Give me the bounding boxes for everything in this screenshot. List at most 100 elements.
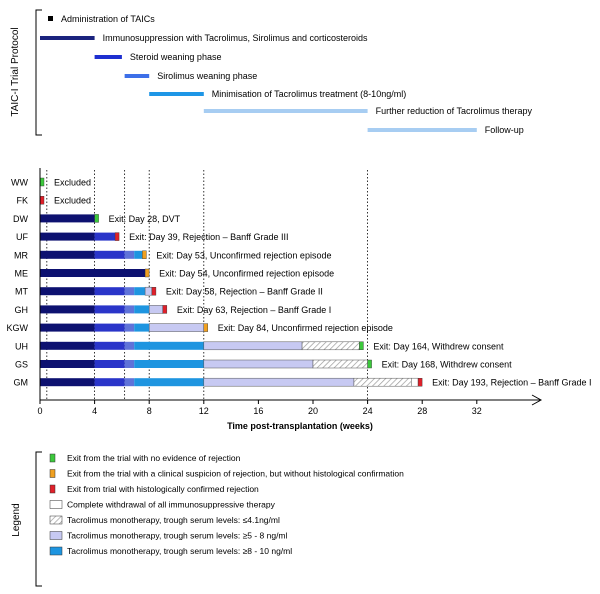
- patient-row: FK Excluded: [16, 196, 91, 206]
- protocol-phase-label: Sirolimus weaning phase: [157, 71, 257, 81]
- exit-marker: [94, 214, 99, 223]
- x-tick-label: 0: [37, 406, 42, 416]
- protocol-phase-bar: [94, 55, 122, 59]
- legend-label: Tacrolimus monotherapy, trough serum lev…: [67, 531, 288, 541]
- protocol-phase-bar: [203, 109, 368, 113]
- patient-id-label: GH: [15, 305, 29, 315]
- treatment-segment: [40, 214, 95, 223]
- treatment-segment: [148, 323, 205, 332]
- x-tick-label: 4: [92, 406, 97, 416]
- treatment-segment: [411, 377, 419, 387]
- treatment-segment: [124, 305, 135, 314]
- treatment-segment: [40, 360, 95, 368]
- x-tick-label: 20: [308, 406, 318, 416]
- legend-section: Legend Exit from the trial with no evide…: [11, 451, 404, 587]
- legend-label: Exit from the trial with a clinical susp…: [67, 469, 404, 479]
- treatment-segment: [94, 323, 125, 332]
- treatment-segment: [203, 377, 355, 387]
- exit-marker: [417, 378, 423, 387]
- treatment-segment: [40, 341, 95, 350]
- patient-id-label: ME: [15, 269, 29, 279]
- patient-id-label: KGW: [7, 323, 29, 333]
- treatment-segment: [134, 378, 204, 387]
- patient-row: GM Exit: Day 193, Rejection – Banff Grade…: [14, 378, 592, 388]
- exit-label: Exit: Day 168, Withdrew consent: [382, 360, 513, 370]
- protocol-section: TAIC-I Trial Protocol Administration of …: [10, 9, 533, 136]
- patient-row: MT Exit: Day 58, Rejection – Banff Grade …: [15, 287, 323, 297]
- exit-marker: [142, 250, 147, 260]
- patient-row: KGW Exit: Day 84, Unconfirmed rejection e…: [7, 323, 393, 333]
- treatment-segment: [353, 377, 412, 387]
- treatment-segment: [301, 341, 360, 351]
- exit-marker: [367, 359, 372, 369]
- exit-label: Exit: Day 58, Rejection – Banff Grade II: [166, 287, 323, 297]
- treatment-segment: [94, 305, 125, 314]
- treatment-segment: [124, 250, 135, 259]
- patient-row: MR Exit: Day 53, Unconfirmed rejection ep…: [14, 250, 331, 260]
- exit-marker: [203, 323, 209, 332]
- protocol-phase-bar: [367, 128, 477, 132]
- protocol-phase-label: Follow-up: [485, 125, 524, 135]
- exit-label: Exit: Day 53, Unconfirmed rejection epis…: [156, 250, 331, 260]
- treatment-segment: [94, 232, 116, 241]
- treatment-segment: [134, 250, 143, 259]
- exit-marker: [114, 232, 120, 241]
- protocol-side-label: TAIC-I Trial Protocol: [10, 27, 21, 116]
- legend-items: Exit from the trial with no evidence of …: [49, 453, 404, 556]
- treatment-segment: [40, 378, 95, 387]
- legend-label: Tacrolimus monotherapy, trough serum lev…: [67, 546, 292, 556]
- treatment-segment: [124, 378, 135, 387]
- admin-label: Administration of TAICs: [61, 14, 155, 24]
- treatment-segment: [124, 323, 135, 332]
- treatment-segment: [40, 232, 95, 241]
- treatment-segment: [94, 341, 125, 350]
- legend-label: Exit from trial with histologically conf…: [67, 484, 259, 494]
- exit-label: Exit: Day 39, Rejection – Banff Grade II…: [129, 232, 288, 242]
- treatment-segment: [203, 341, 303, 351]
- patient-row: ME Exit: Day 54, Unconfirmed rejection ep…: [15, 269, 335, 279]
- patient-row: WW Excluded: [11, 178, 91, 188]
- protocol-phase-bar: [124, 74, 150, 78]
- protocol-phase-label: Steroid weaning phase: [130, 52, 222, 62]
- legend-bracket: [35, 451, 42, 587]
- treatment-segment: [134, 287, 146, 296]
- legend-swatch: [49, 515, 63, 525]
- protocol-phases: Immunosuppression with Tacrolimus, Sirol…: [40, 33, 533, 135]
- treatment-segment: [144, 286, 153, 296]
- treatment-segment: [312, 359, 368, 369]
- treatment-segment: [94, 287, 125, 296]
- treatment-segment: [94, 360, 125, 368]
- legend-swatch: [49, 484, 56, 494]
- protocol-phase-bar: [149, 92, 204, 96]
- legend-swatch: [49, 531, 63, 540]
- x-tick-label: 32: [472, 406, 482, 416]
- legend-label: Exit from the trial with no evidence of …: [67, 453, 241, 463]
- x-axis-title: Time post-transplantation (weeks): [227, 421, 373, 431]
- treatment-segment: [94, 378, 125, 387]
- treatment-segment: [134, 341, 204, 350]
- treatment-segment: [203, 359, 314, 369]
- protocol-bracket: [35, 9, 42, 136]
- treatment-segment: [40, 323, 95, 332]
- x-tick-label: 28: [417, 406, 427, 416]
- exit-label: Exit: Day 164, Withdrew consent: [373, 341, 504, 351]
- patient-row: GH Exit: Day 63, Rejection – Banff Grade …: [15, 305, 332, 315]
- patient-id-label: UF: [16, 232, 28, 242]
- protocol-phase-bar: [40, 36, 95, 40]
- legend-swatch: [49, 546, 63, 556]
- patient-id-label: WW: [11, 178, 28, 188]
- exit-label: Excluded: [54, 178, 91, 188]
- treatment-segment: [40, 287, 95, 296]
- protocol-phase-label: Further reduction of Tacrolimus therapy: [376, 106, 533, 116]
- timeline-chart: WW Excluded FK Excluded DW Exit: Day 28, DVT U…: [7, 168, 592, 431]
- patient-id-label: GS: [15, 360, 28, 370]
- protocol-phase-label: Immunosuppression with Tacrolimus, Sirol…: [103, 33, 368, 43]
- patient-row: UF Exit: Day 39, Rejection – Banff Grade …: [16, 232, 288, 242]
- exit-label: Exit: Day 84, Unconfirmed rejection epis…: [218, 323, 393, 333]
- x-axis-arrowhead: [531, 394, 543, 406]
- legend-swatch: [49, 453, 56, 463]
- x-tick-label: 8: [147, 406, 152, 416]
- x-axis-ticks: 0 4 8 12 16 20 24 28 32: [37, 400, 482, 416]
- legend-label: Complete withdrawal of all immunosuppres…: [67, 500, 276, 510]
- treatment-segment: [134, 323, 150, 332]
